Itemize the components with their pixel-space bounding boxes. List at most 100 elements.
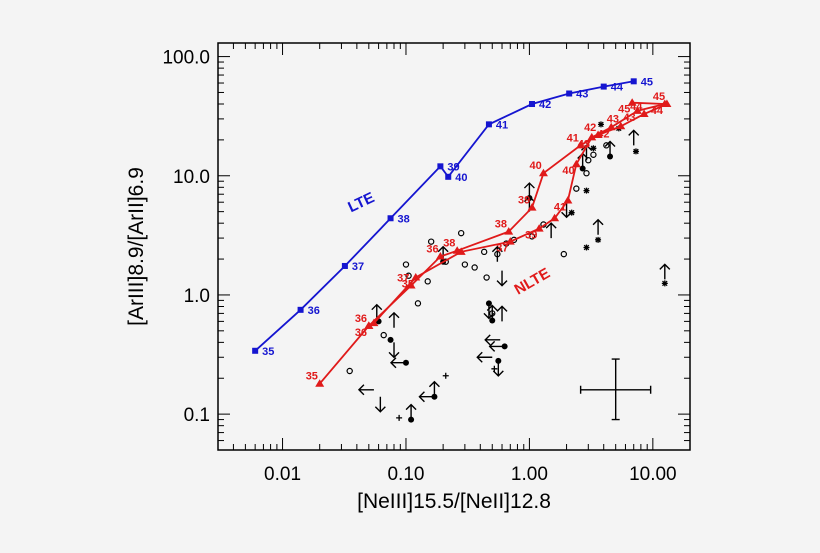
limit-arrow-up bbox=[428, 380, 440, 397]
nlte-marker bbox=[527, 203, 537, 211]
obs-point-star bbox=[597, 121, 604, 128]
obs-point-star bbox=[632, 148, 639, 155]
nlte-branch-marker bbox=[632, 106, 642, 114]
nlte-branch-marker bbox=[369, 318, 379, 327]
limit-arrow-down bbox=[561, 202, 573, 219]
nlte-point-label: 39 bbox=[518, 195, 530, 207]
obs-point-open bbox=[405, 272, 412, 279]
obs-point-plus bbox=[491, 365, 498, 372]
limit-arrow-down bbox=[388, 342, 400, 359]
nlte-point-label: 37 bbox=[397, 273, 409, 285]
nlte-branch-marker bbox=[550, 213, 560, 222]
plot-border bbox=[217, 42, 691, 451]
obs-point-star bbox=[590, 145, 597, 152]
obs-point-star bbox=[595, 236, 602, 243]
y-tick-label: 100.0 bbox=[162, 48, 210, 69]
y-tick-label: 0.1 bbox=[184, 405, 210, 426]
limit-arrow-up bbox=[659, 263, 671, 280]
nlte-point-label: 41 bbox=[567, 132, 579, 144]
nlte-marker bbox=[538, 168, 548, 177]
nlte-branch-marker bbox=[456, 247, 466, 255]
nlte-marker bbox=[435, 252, 445, 260]
lte-marker bbox=[297, 306, 304, 313]
lte-marker bbox=[630, 78, 637, 85]
obs-point-open bbox=[427, 238, 435, 245]
obs-point-star bbox=[583, 187, 590, 194]
nlte-point-label: 44 bbox=[630, 101, 643, 113]
x-tick-label: 0.10 bbox=[387, 464, 424, 485]
obs-point-plus bbox=[396, 414, 403, 421]
nlte-branch-line bbox=[368, 101, 666, 327]
nlte-marker bbox=[616, 121, 626, 130]
limit-arrow-down bbox=[492, 360, 504, 377]
obs-point-open bbox=[590, 151, 597, 158]
limit-arrow-left bbox=[488, 340, 505, 352]
model-series-layer bbox=[252, 78, 672, 387]
limit-arrow-down bbox=[374, 396, 386, 413]
nlte-branch-marker bbox=[364, 321, 374, 329]
obs-point-open bbox=[583, 170, 590, 177]
nlte-branch-point-label: 43 bbox=[623, 112, 635, 124]
nlte-point-label: 42 bbox=[584, 122, 596, 134]
obs-point-star bbox=[583, 244, 590, 251]
nlte-branch-marker bbox=[627, 98, 637, 106]
limit-arrow-left bbox=[418, 391, 435, 403]
lte-point-label: 41 bbox=[496, 119, 508, 131]
lte-marker bbox=[600, 83, 607, 90]
nlte-branch-point-label: 36 bbox=[355, 327, 367, 339]
nlte-marker bbox=[315, 379, 325, 387]
lte-point-label: 35 bbox=[262, 346, 274, 358]
obs-point-filled bbox=[387, 336, 394, 343]
limit-arrow-up bbox=[628, 129, 640, 146]
limit-arrow-up bbox=[491, 245, 503, 262]
limit-arrow-left bbox=[476, 351, 493, 363]
obs-point-open bbox=[483, 274, 490, 281]
nlte-point-label: 43 bbox=[607, 113, 619, 125]
obs-point-plus bbox=[442, 372, 449, 379]
nlte-marker bbox=[576, 140, 586, 149]
limit-arrow-up bbox=[486, 304, 498, 321]
lte-marker bbox=[529, 101, 536, 108]
limit-arrow-left bbox=[389, 357, 406, 369]
nlte-branch-marker bbox=[534, 224, 544, 232]
obs-point-open bbox=[414, 300, 422, 307]
lte-point-label: 43 bbox=[576, 89, 588, 101]
lte-marker bbox=[252, 347, 259, 354]
y-axis-label: [ArIII]8.9/[ArII]6.9 bbox=[125, 167, 148, 326]
nlte-branch-marker bbox=[563, 196, 573, 204]
limit-arrow-up bbox=[405, 403, 417, 420]
nlte-branch-marker bbox=[606, 122, 616, 131]
obs-point-open bbox=[471, 264, 478, 271]
obs-point-open bbox=[560, 250, 568, 258]
x-tick-label: 10.00 bbox=[629, 464, 677, 485]
obs-point-open bbox=[585, 157, 592, 164]
lte-point-label: 37 bbox=[352, 261, 364, 273]
obs-point-open bbox=[480, 248, 488, 256]
nlte-branch-point-label: 45 bbox=[618, 104, 630, 116]
limit-arrow-left bbox=[484, 334, 501, 346]
obs-point-open bbox=[346, 367, 353, 375]
observation-layer bbox=[346, 121, 671, 423]
limit-arrow-down bbox=[496, 270, 508, 287]
lte-marker bbox=[566, 90, 573, 97]
nlte-branch-point-label: 43 bbox=[578, 138, 590, 150]
obs-point-open bbox=[573, 185, 580, 192]
obs-point-star bbox=[661, 280, 668, 287]
nlte-branch-point-label: 37 bbox=[496, 243, 508, 255]
nlte-branch-marker bbox=[505, 237, 515, 245]
nlte-point-label: 35 bbox=[306, 371, 318, 383]
obs-point-open bbox=[424, 278, 431, 285]
typical-error-bar bbox=[579, 358, 652, 421]
nlte-branch-marker bbox=[571, 159, 581, 168]
lte-marker bbox=[485, 121, 492, 128]
nlte-point-label: 38 bbox=[495, 219, 507, 231]
nlte-branch-marker bbox=[660, 99, 670, 108]
lte-point-label: 45 bbox=[641, 76, 653, 88]
nlte-marker bbox=[639, 109, 649, 117]
nlte-point-label: 40 bbox=[529, 160, 541, 172]
y-tick-label: 10.0 bbox=[173, 167, 210, 188]
obs-point-open bbox=[380, 331, 387, 339]
lte-point-label: 36 bbox=[308, 305, 320, 317]
limit-arrow-up bbox=[496, 305, 508, 322]
